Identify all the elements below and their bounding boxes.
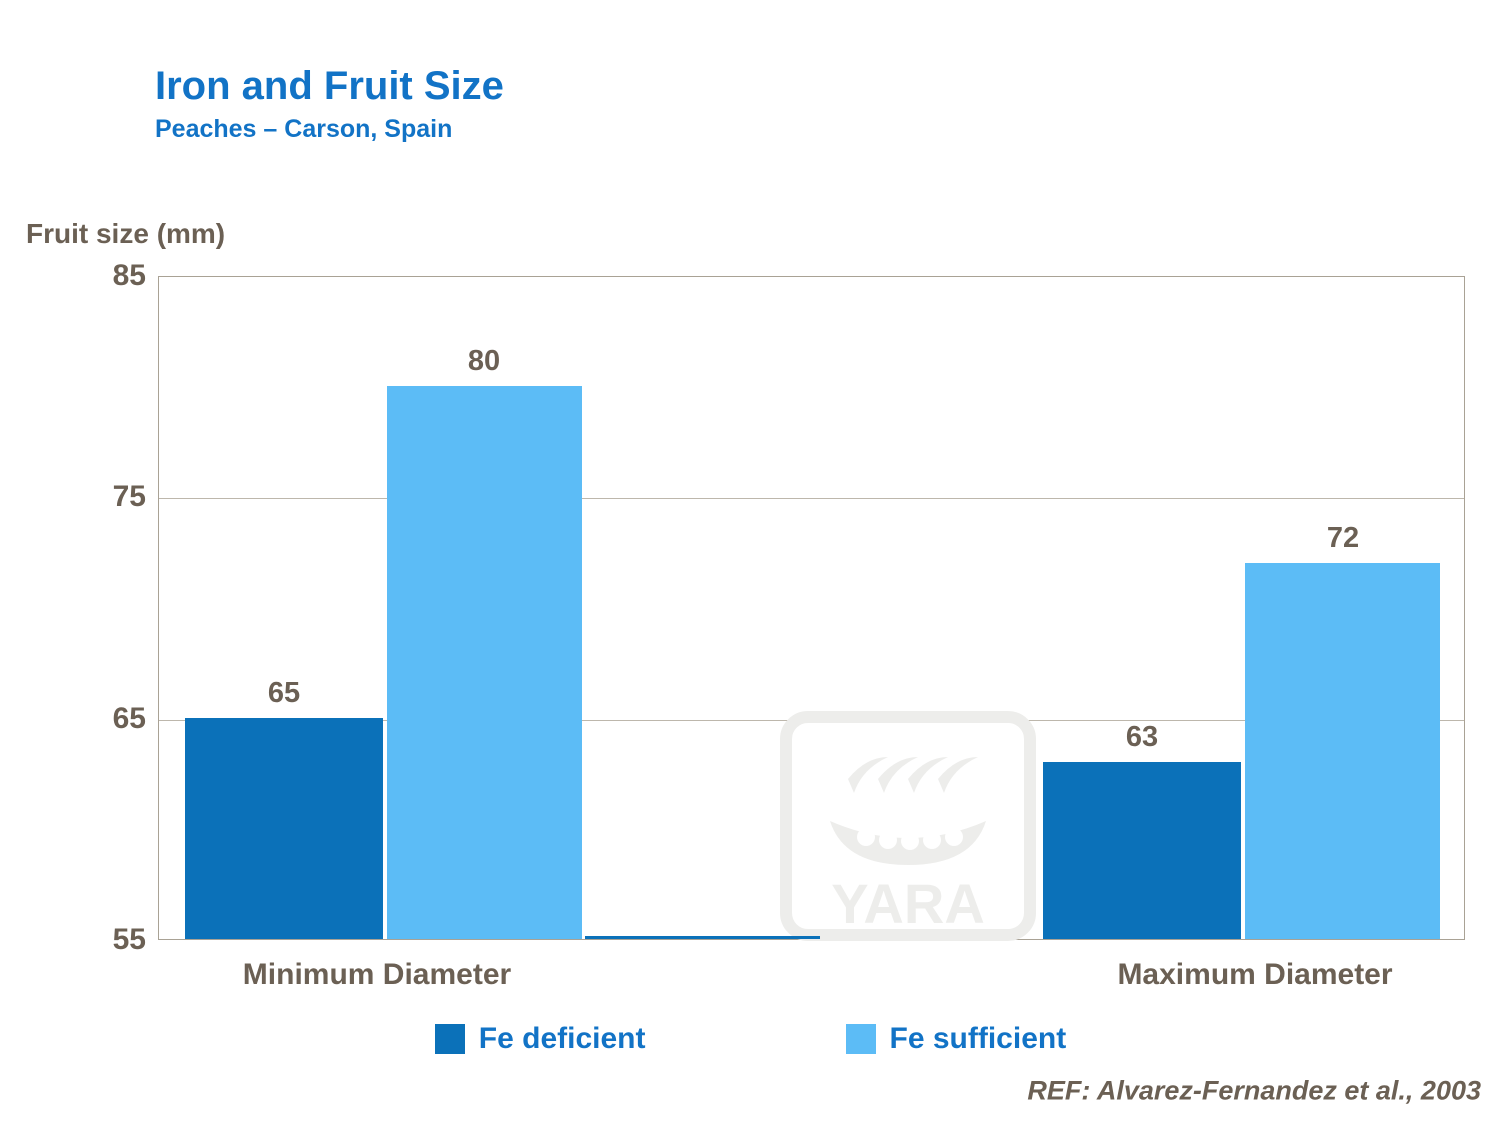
gridline-75 [159, 498, 1464, 499]
bar-label-min-sufficient: 80 [467, 345, 501, 377]
y-tick-85: 85 [112, 259, 146, 292]
axis-stub [585, 936, 820, 939]
bar-max-diameter-fe-deficient [1043, 762, 1241, 939]
page-title: Iron and Fruit Size [155, 64, 504, 108]
legend-label-fe-deficient: Fe deficient [478, 1022, 646, 1055]
chart-legend: Fe deficient Fe sufficient [0, 1022, 1501, 1056]
bar-label-max-deficient: 63 [1125, 721, 1159, 753]
legend-label-fe-sufficient: Fe sufficient [889, 1022, 1067, 1055]
y-tick-75: 75 [112, 480, 146, 513]
title-block: Iron and Fruit Size Peaches – Carson, Sp… [155, 62, 504, 146]
legend-swatch-icon-fe-sufficient [845, 1024, 876, 1054]
bar-label-min-deficient: 65 [267, 677, 301, 709]
category-label-maximum-diameter: Maximum Diameter [1117, 958, 1393, 991]
chart-subtitle: Peaches – Carson, Spain [155, 115, 453, 143]
svg-text:YARA: YARA [831, 872, 985, 935]
y-tick-65: 65 [112, 702, 146, 735]
y-tick-55: 55 [112, 923, 146, 956]
yara-watermark: YARA [778, 709, 1038, 959]
y-axis-title: Fruit size (mm) [26, 218, 226, 249]
plot-area: YARA 65 80 63 72 [158, 276, 1465, 941]
category-label-minimum-diameter: Minimum Diameter [242, 958, 512, 991]
reference-note: REF: Alvarez-Fernandez et al., 2003 [1027, 1075, 1481, 1106]
legend-item-fe-sufficient[interactable]: Fe sufficient [845, 1022, 1067, 1056]
y-axis-tick-labels: 85 75 65 55 [0, 259, 146, 956]
bar-min-diameter-fe-deficient [185, 718, 383, 939]
bar-max-diameter-fe-sufficient [1245, 563, 1440, 939]
bar-min-diameter-fe-sufficient [387, 386, 582, 939]
bar-label-max-sufficient: 72 [1326, 522, 1360, 554]
legend-swatch-icon-fe-deficient [434, 1024, 465, 1054]
legend-item-fe-deficient[interactable]: Fe deficient [434, 1022, 646, 1056]
